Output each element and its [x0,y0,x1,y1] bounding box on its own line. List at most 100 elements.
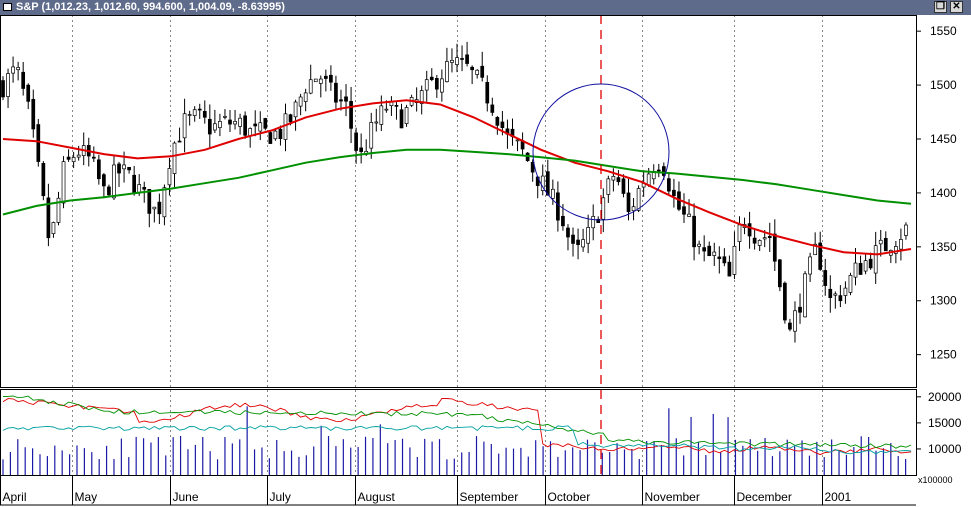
candle-body [752,237,757,244]
volume-tick-label: 10000 [928,442,962,456]
y-tick-label: 1350 [930,240,957,254]
candle-body [243,115,247,136]
candle-body [878,239,883,245]
candle-body [394,105,399,107]
candle-body [853,262,858,278]
window-title: S&P (1,012.23, 1,012.60, 994.600, 1,004.… [16,1,285,13]
candle-body [56,197,61,223]
candle-body [722,256,727,264]
candle-body [616,177,621,183]
candle-body [71,157,76,163]
chart-window-icon [3,3,12,11]
candle-body [894,246,898,254]
x-tick-label: November [645,490,700,504]
candle-body [783,282,787,321]
candle-body [288,114,293,123]
candle-body [863,260,868,272]
grid-lines [0,15,823,505]
candle-body [233,121,237,125]
candle-body [772,233,777,262]
candle-body [646,173,651,186]
volume-tick-label: 20000 [928,390,962,404]
candle-body [803,273,807,318]
candle-body [182,113,187,139]
candle-body [384,108,389,111]
candle-body [228,119,232,125]
candle-body [207,118,212,135]
candle-body [11,66,15,74]
candle-body [404,107,409,124]
candle-body [838,295,843,302]
candle-body [16,67,20,71]
candle-body [717,256,722,260]
indicator-lines [2,395,912,456]
volume-panel-frame [0,389,917,476]
y-tick-label: 1550 [930,24,957,38]
candle-body [777,259,782,288]
indicator-teal-line [2,425,912,455]
candle-body [273,130,278,140]
candle-body [606,178,611,195]
candle-body [102,174,106,187]
close-window-icon[interactable]: ✕ [950,1,963,13]
candle-body [737,224,742,242]
candle-body [429,76,434,80]
candle-body [172,142,177,174]
volume-unit-label: x100000 [918,475,953,485]
candle-body [566,227,570,238]
candle-body [636,188,641,211]
candle-body [31,98,36,130]
candle-body [818,242,823,270]
candle-body [152,206,157,210]
candle-body [661,166,666,176]
candle-body [157,201,162,215]
candle-body [470,66,474,71]
candle-body [747,223,752,237]
candle-body [213,123,217,131]
candle-body [621,178,626,194]
candle-body [626,192,631,213]
candle-body [858,262,863,275]
candle-body [419,90,424,104]
indicator-green-line [2,395,912,449]
x-tick-label: 2001 [825,490,852,504]
candle-body [91,156,96,159]
candle-body [440,78,444,93]
candle-body [127,166,131,171]
candle-body [813,243,818,256]
candle-body [293,101,298,118]
candle-body [187,114,192,116]
candle-body [687,213,691,217]
candle-body [672,189,676,197]
x-tick-label: June [173,490,199,504]
candle-body [268,132,273,144]
candle-body [561,215,565,227]
candle-body [904,224,908,236]
y-tick-label: 1400 [930,186,957,200]
candle-body [586,227,591,244]
candle-body [359,147,364,152]
candle-body [682,206,686,215]
candle-body [112,164,116,199]
restore-window-icon[interactable]: ❐ [934,1,947,13]
candle-body [762,237,767,240]
candle-body [828,288,833,298]
candlesticks [1,41,908,343]
candle-body [808,256,812,275]
candle-body [258,122,263,132]
candle-body [868,258,873,269]
candle-body [298,96,303,107]
candle-body [692,215,696,248]
candle-body [475,69,480,75]
candle-body [344,96,348,102]
axes: April May June July August September October No… [0,15,962,506]
candle-body [767,235,772,239]
x-tick-label: October [548,490,591,504]
candle-body [303,92,308,102]
candle-body [132,174,137,193]
candle-body [197,108,202,111]
candle-body [117,163,121,174]
candle-body [51,222,56,235]
candle-body [379,105,384,125]
moving-averages [2,99,912,256]
